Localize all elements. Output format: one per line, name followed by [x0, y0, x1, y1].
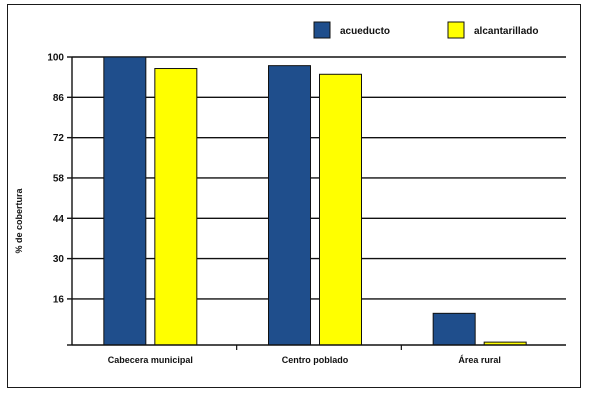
chart-frame: 16 30 44 58 72 86 100 Cabecera municipal Centro … — [7, 4, 581, 388]
bar-acueducto-1 — [268, 65, 311, 346]
legend-swatch-acueducto — [313, 21, 331, 39]
y-tick-label: 86 — [53, 93, 65, 104]
y-tick-label: 44 — [53, 214, 65, 225]
y-tick-label: 72 — [53, 133, 65, 144]
bars — [103, 56, 527, 346]
bar-alcantarillado-0 — [154, 68, 198, 346]
legend-swatch-alcantarillado — [447, 21, 465, 39]
x-tick-label: Centro poblado — [282, 355, 349, 365]
y-tick-label: 30 — [53, 254, 65, 265]
legend-label-alcantarillado: alcantarillado — [474, 26, 538, 37]
y-tick-label: 58 — [53, 173, 65, 184]
legend: acueducto alcantarillado — [313, 21, 538, 39]
legend-label-acueducto: acueducto — [340, 26, 390, 37]
y-tick-label: 100 — [47, 53, 64, 64]
bar-alcantarillado-1 — [319, 73, 362, 346]
x-tick-label: Cabecera municipal — [108, 355, 193, 365]
y-tick-label: 16 — [53, 294, 65, 305]
x-tick-label: Área rural — [458, 355, 501, 365]
bar-acueducto-0 — [103, 56, 147, 346]
bar-acueducto-2 — [432, 312, 476, 346]
axes: 16 30 44 58 72 86 100 Cabecera municipal Centro … — [47, 53, 566, 365]
bar-chart: 16 30 44 58 72 86 100 Cabecera municipal Centro … — [14, 21, 566, 365]
y-axis-label: % de cobertura — [14, 188, 24, 254]
